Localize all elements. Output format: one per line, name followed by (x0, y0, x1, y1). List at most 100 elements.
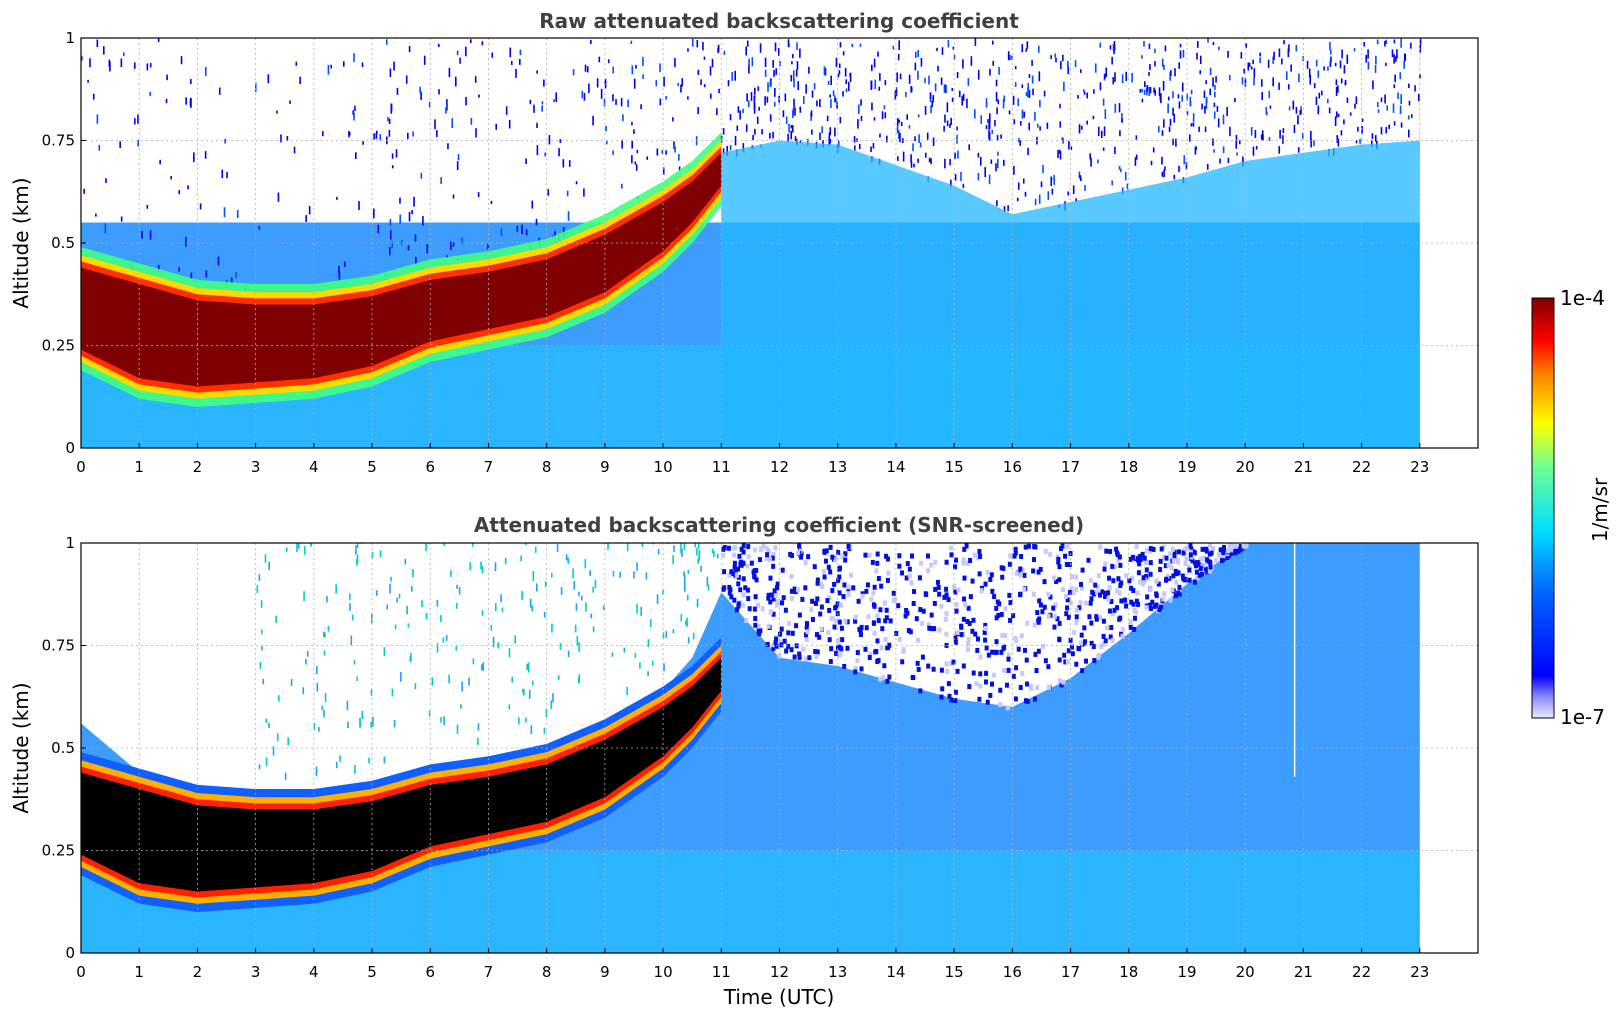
x-tick-label: 21 (1294, 458, 1313, 476)
speckle (777, 47, 780, 56)
speckle (996, 158, 999, 169)
speckle (974, 38, 977, 46)
speckle (887, 674, 892, 680)
speckle (998, 67, 1000, 75)
speckle (391, 241, 393, 249)
speckle (1050, 55, 1052, 60)
speckle (1335, 111, 1338, 118)
speckle (343, 261, 346, 267)
x-tick-label: 17 (1061, 963, 1080, 981)
speckle (635, 164, 638, 171)
speckle (1075, 198, 1077, 202)
speckle (1393, 39, 1396, 44)
speckle (1363, 42, 1366, 47)
speckle (1162, 80, 1165, 91)
speckle (1125, 71, 1128, 81)
speckle (764, 69, 767, 77)
speckle (953, 635, 958, 641)
speckle (1017, 182, 1020, 190)
speckle (391, 165, 394, 169)
speckle (876, 575, 881, 581)
speckle (326, 596, 328, 603)
speckle (492, 640, 495, 648)
speckle (769, 114, 772, 122)
speckle (623, 647, 626, 653)
speckle (1053, 174, 1055, 185)
speckle (535, 583, 538, 592)
speckle (964, 543, 969, 549)
speckle (965, 560, 970, 566)
speckle (1222, 146, 1225, 154)
speckle (797, 612, 802, 618)
speckle (1217, 552, 1222, 558)
x-tick-label: 2 (193, 963, 203, 981)
speckle (1107, 575, 1112, 581)
speckle (1115, 550, 1120, 556)
speckle (1000, 574, 1005, 580)
speckle (822, 574, 827, 580)
speckle (732, 564, 737, 570)
x-tick-label: 4 (309, 458, 319, 476)
speckle (717, 44, 720, 53)
speckle (1033, 651, 1038, 657)
speckle (905, 91, 907, 98)
speckle (992, 60, 995, 66)
speckle (404, 558, 407, 565)
speckle (912, 143, 914, 152)
speckle (1157, 126, 1160, 133)
speckle (847, 81, 850, 92)
speckle (280, 134, 282, 143)
speckle (419, 86, 421, 94)
speckle (872, 584, 877, 590)
speckle (306, 650, 309, 657)
speckle (149, 230, 152, 240)
speckle (722, 569, 727, 575)
speckle (482, 662, 485, 671)
speckle (914, 51, 917, 58)
speckle (1209, 88, 1211, 96)
speckle (83, 188, 85, 194)
speckle (926, 663, 931, 669)
speckle (573, 580, 576, 590)
speckle (918, 607, 923, 613)
speckle (1240, 52, 1243, 59)
speckle (729, 569, 734, 575)
speckle (962, 183, 965, 188)
speckle (612, 150, 614, 156)
speckle (1250, 66, 1253, 70)
speckle (1334, 116, 1337, 127)
speckle (995, 163, 997, 172)
speckle (879, 583, 884, 589)
speckle (944, 611, 949, 617)
speckle (904, 575, 909, 581)
speckle (1152, 147, 1155, 153)
speckle (768, 575, 773, 581)
speckle (481, 41, 484, 46)
speckle (975, 555, 980, 561)
speckle (940, 77, 943, 85)
speckle (338, 265, 340, 274)
speckle (1040, 609, 1045, 615)
speckle (456, 161, 459, 171)
speckle (707, 584, 710, 591)
speckle (944, 114, 946, 123)
speckle (450, 570, 452, 577)
speckle (1218, 547, 1223, 553)
speckle (896, 603, 901, 609)
speckle (287, 737, 289, 746)
speckle (1158, 567, 1163, 573)
colorbar-max-label: 1e-4 (1560, 286, 1605, 310)
speckle (984, 645, 989, 651)
speckle (1103, 126, 1106, 136)
speckle (356, 543, 359, 548)
speckle (1172, 553, 1177, 559)
speckle (642, 56, 644, 66)
speckle (354, 764, 356, 774)
y-axis-label: Altitude (km) (9, 177, 33, 308)
speckle (289, 100, 291, 104)
speckle (185, 236, 187, 247)
speckle (1108, 548, 1113, 554)
speckle (1008, 553, 1013, 559)
speckle (1399, 72, 1402, 80)
speckle (886, 135, 888, 143)
